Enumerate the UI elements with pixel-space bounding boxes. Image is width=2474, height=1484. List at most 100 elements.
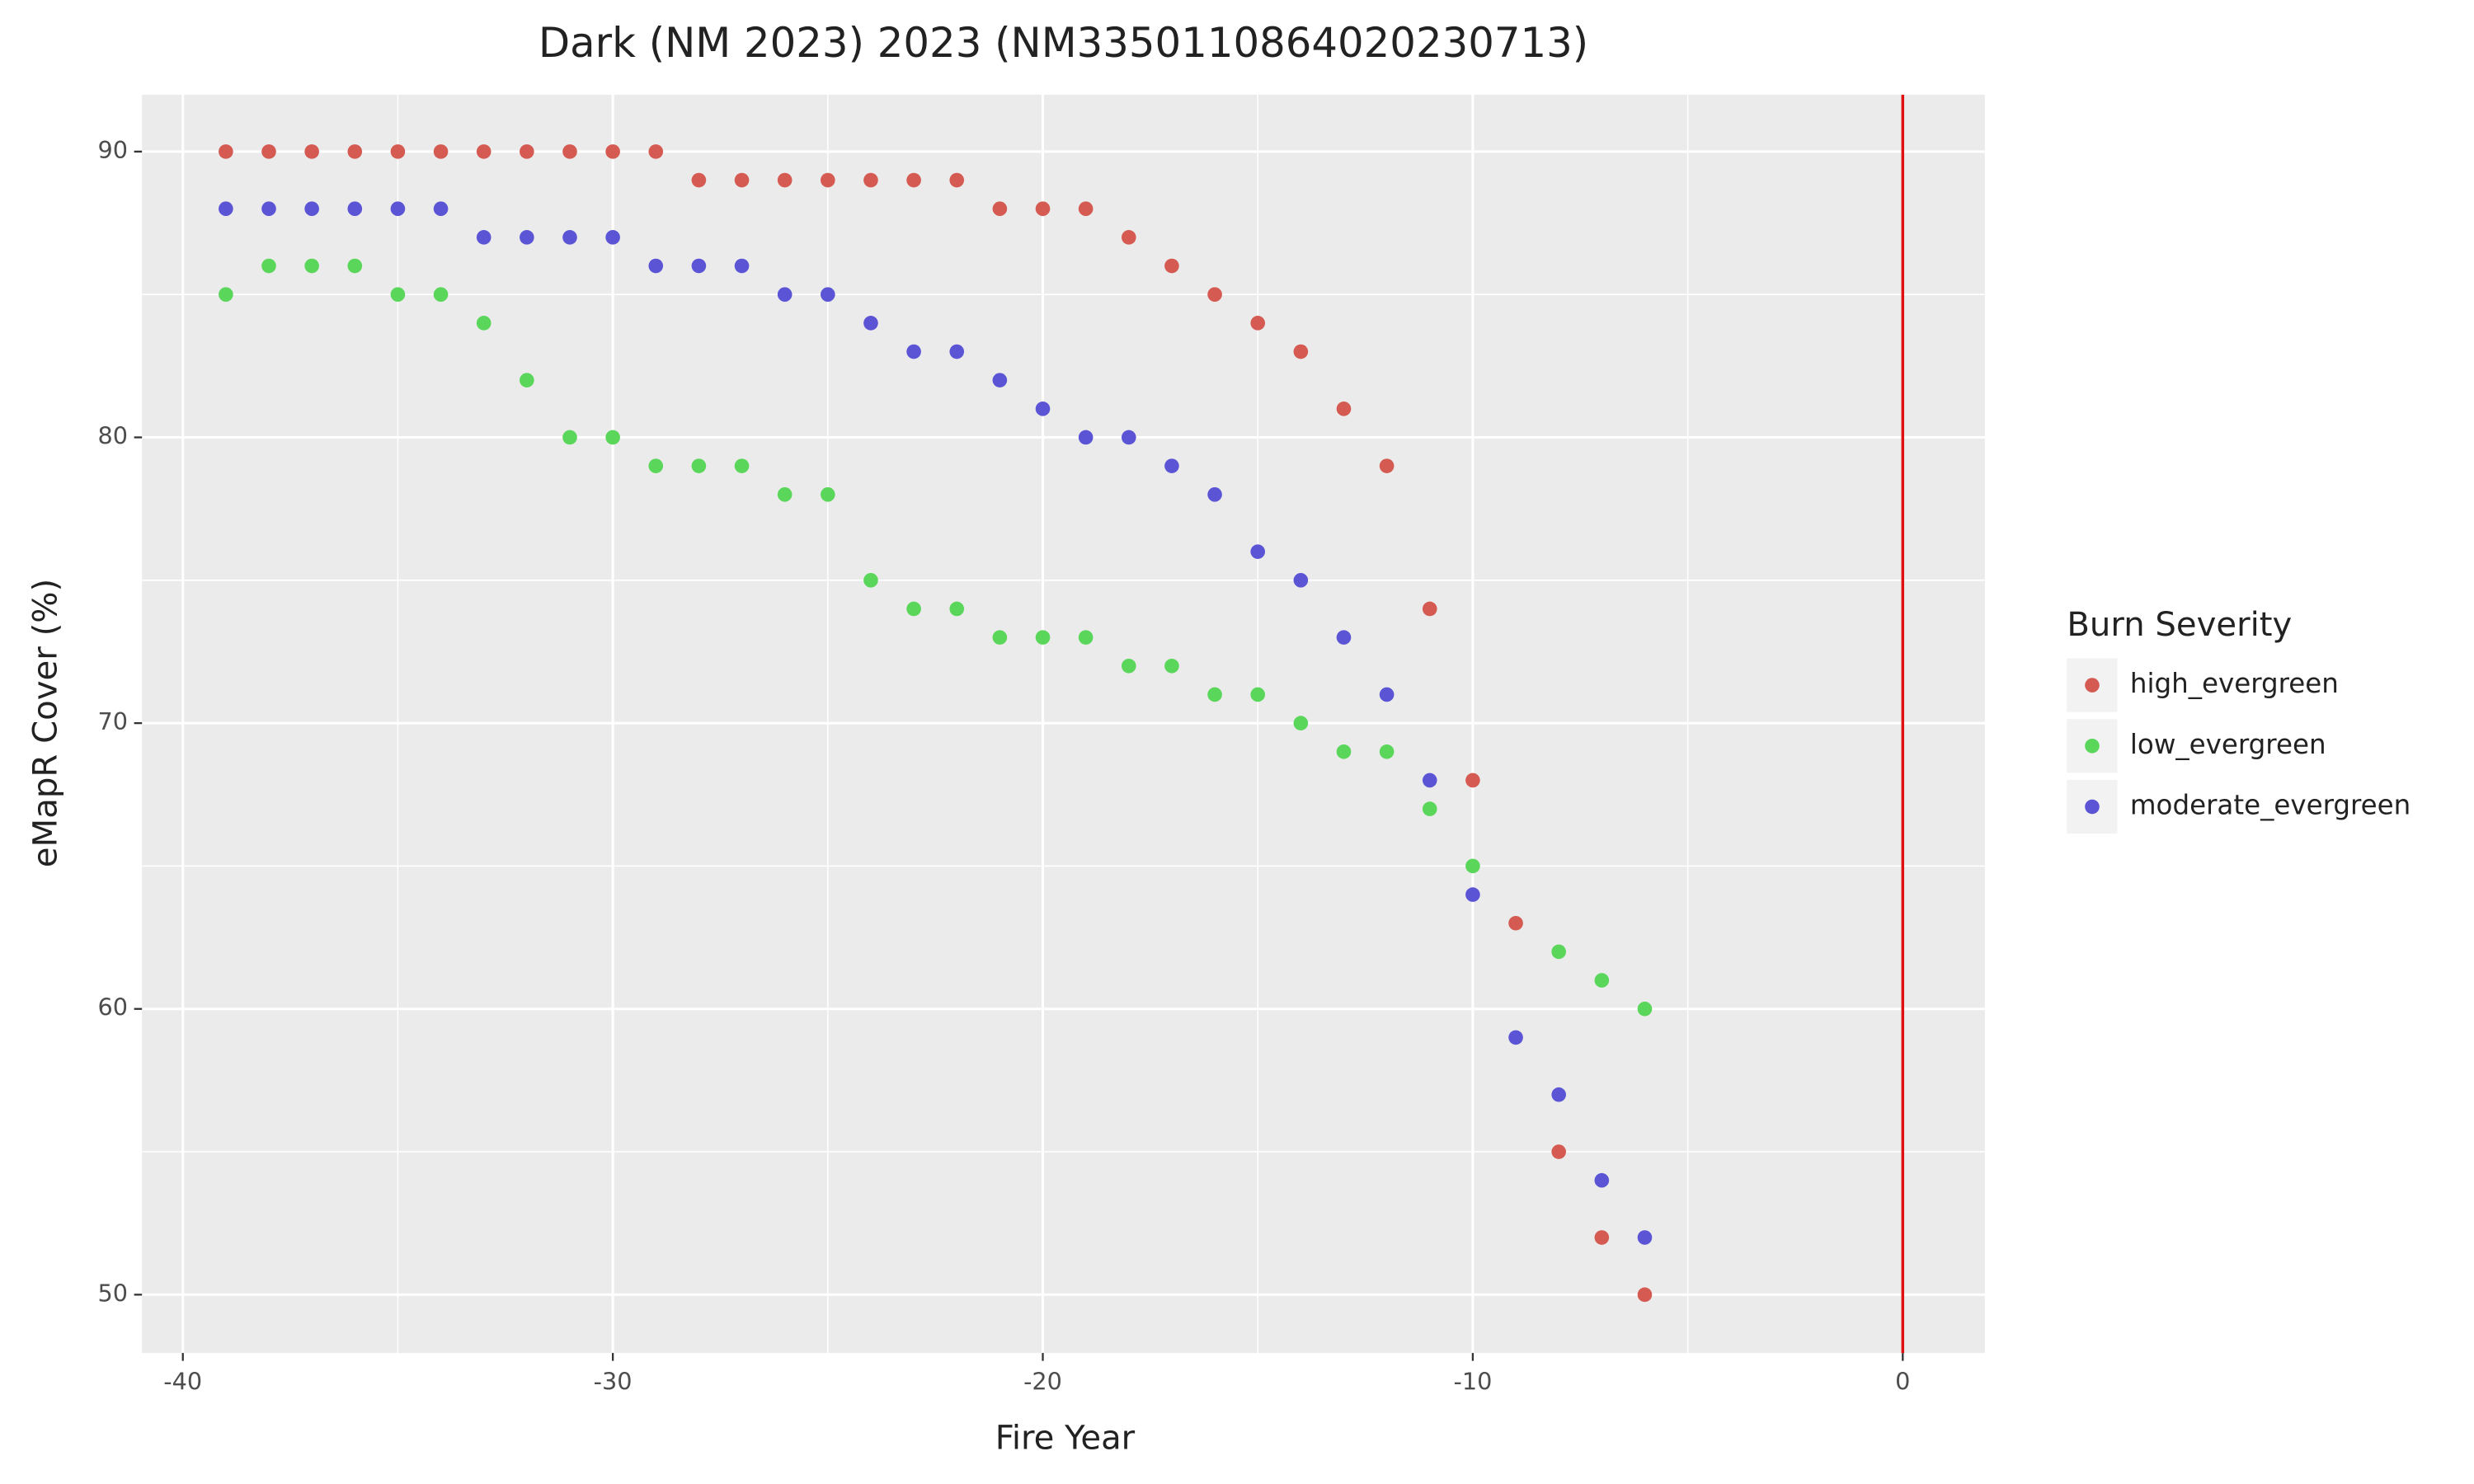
data-point — [648, 144, 664, 159]
data-point — [605, 230, 620, 245]
data-point — [347, 201, 363, 217]
data-point — [261, 258, 276, 274]
y-tick-label: 90 — [97, 136, 128, 164]
data-point — [1551, 1144, 1566, 1159]
data-point — [304, 144, 319, 159]
data-point — [1336, 630, 1352, 645]
data-point — [1465, 773, 1480, 788]
data-point — [734, 172, 750, 188]
data-point — [777, 287, 793, 302]
x-tick-label: -10 — [1453, 1367, 1492, 1395]
data-point — [433, 287, 449, 302]
data-point — [1379, 458, 1395, 473]
data-point — [1508, 1030, 1523, 1045]
x-tick-label: -20 — [1023, 1367, 1062, 1395]
y-tick-label: 60 — [97, 993, 128, 1021]
x-tick-label: -40 — [163, 1367, 202, 1395]
data-point — [562, 230, 577, 245]
data-point — [520, 373, 534, 387]
data-point — [1121, 658, 1136, 674]
data-point — [821, 287, 835, 302]
data-point — [906, 172, 921, 188]
data-point — [304, 258, 319, 274]
data-point — [1293, 344, 1309, 359]
data-point — [562, 144, 577, 159]
data-point — [691, 172, 707, 188]
data-point — [1121, 230, 1136, 245]
data-point — [261, 144, 276, 159]
data-point — [433, 201, 449, 217]
data-point — [1637, 1001, 1653, 1017]
data-point — [520, 230, 534, 245]
data-point — [1078, 630, 1094, 645]
data-point — [863, 316, 878, 331]
data-point — [1035, 630, 1051, 645]
data-point — [347, 258, 363, 274]
data-point — [1465, 887, 1480, 902]
data-point — [1594, 1230, 1610, 1245]
data-point — [347, 144, 363, 159]
data-point — [433, 144, 449, 159]
y-tick-label: 80 — [97, 421, 128, 449]
chart-title: Dark (NM 2023) 2023 (NM33501108640202307… — [539, 19, 1588, 67]
data-point — [219, 144, 233, 159]
data-point — [1207, 687, 1222, 702]
y-tick-label: 70 — [97, 707, 128, 735]
data-point — [821, 172, 835, 188]
data-point — [1379, 687, 1395, 702]
data-point — [605, 430, 620, 445]
data-point — [476, 144, 492, 159]
data-point — [1379, 744, 1395, 759]
legend-title: Burn Severity — [2067, 606, 2292, 644]
y-tick-label: 50 — [97, 1279, 128, 1307]
data-point — [949, 172, 965, 188]
data-point — [562, 430, 577, 445]
legend-label: low_evergreen — [2130, 729, 2326, 760]
data-point — [476, 230, 492, 245]
data-point — [691, 258, 707, 274]
data-point — [390, 287, 406, 302]
data-point — [1207, 487, 1222, 502]
data-point — [949, 344, 965, 359]
data-point — [1035, 402, 1051, 416]
data-point — [605, 144, 620, 159]
data-point — [1164, 258, 1179, 274]
data-point — [1465, 858, 1480, 874]
data-point — [992, 373, 1008, 387]
data-point — [648, 258, 664, 274]
legend-marker — [2085, 678, 2100, 693]
x-axis-label: Fire Year — [995, 1419, 1136, 1457]
data-point — [1121, 430, 1136, 445]
data-point — [1250, 687, 1266, 702]
data-point — [390, 201, 406, 217]
data-point — [648, 458, 664, 473]
data-point — [520, 144, 534, 159]
data-point — [992, 201, 1008, 217]
data-point — [1422, 601, 1437, 617]
data-point — [992, 630, 1008, 645]
data-point — [1078, 430, 1094, 445]
x-tick-label: 0 — [1895, 1367, 1910, 1395]
y-axis-label: eMapR Cover (%) — [26, 579, 64, 867]
data-point — [1551, 944, 1566, 960]
data-point — [304, 201, 319, 217]
data-point — [906, 344, 921, 359]
data-point — [1637, 1230, 1653, 1245]
data-point — [949, 601, 965, 617]
data-point — [1035, 201, 1051, 217]
data-point — [1250, 544, 1266, 559]
data-point — [1164, 458, 1179, 473]
data-point — [734, 258, 750, 274]
data-point — [1637, 1287, 1653, 1303]
data-point — [1422, 801, 1437, 816]
data-point — [1594, 973, 1610, 988]
legend-label: moderate_evergreen — [2130, 790, 2411, 821]
data-point — [777, 487, 793, 502]
legend-marker — [2085, 799, 2100, 815]
legend-label: high_evergreen — [2130, 668, 2339, 699]
data-point — [734, 458, 750, 473]
data-point — [1293, 572, 1309, 588]
data-point — [261, 201, 276, 217]
data-point — [1250, 316, 1266, 331]
